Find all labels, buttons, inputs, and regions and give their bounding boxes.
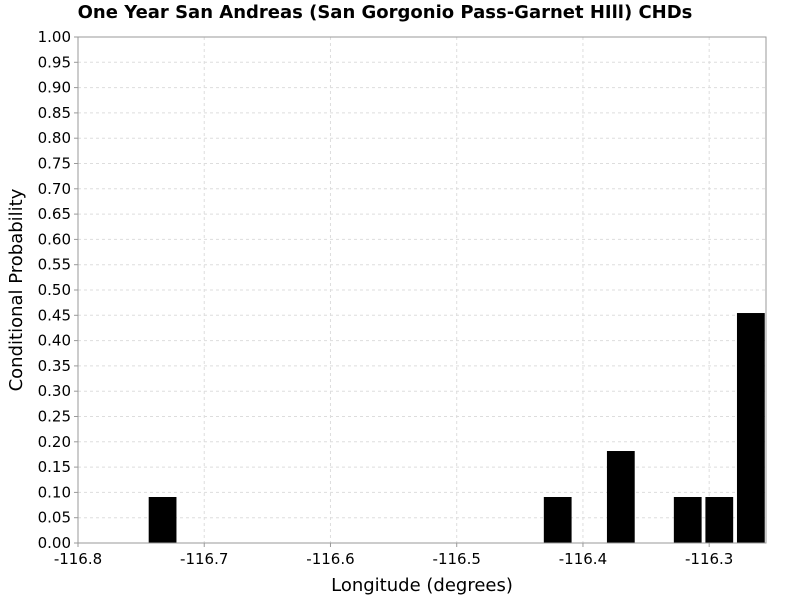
y-tick-label: 0.90 bbox=[38, 79, 71, 97]
y-tick-label: 1.00 bbox=[38, 28, 71, 46]
y-axis-label: Conditional Probability bbox=[6, 188, 27, 391]
bar bbox=[736, 313, 765, 543]
y-tick-label: 0.55 bbox=[38, 256, 71, 274]
x-tick-label: -116.6 bbox=[306, 550, 354, 568]
bar bbox=[673, 497, 702, 543]
y-tick-label: 0.30 bbox=[38, 382, 71, 400]
y-tick-label: 0.80 bbox=[38, 129, 71, 147]
x-tick-label: -116.4 bbox=[559, 550, 607, 568]
y-tick-label: 0.75 bbox=[38, 155, 71, 173]
bar bbox=[705, 497, 734, 543]
chart-title: One Year San Andreas (San Gorgonio Pass-… bbox=[77, 2, 693, 23]
y-tick-label: 0.70 bbox=[38, 180, 71, 198]
y-tick-label: 0.95 bbox=[38, 53, 71, 71]
x-axis-ticks: -116.8 -116.7 -116.6 -116.5 -116.4 -116.3 bbox=[54, 543, 733, 568]
y-tick-label: 0.85 bbox=[38, 104, 71, 122]
y-tick-label: 0.10 bbox=[38, 483, 71, 501]
y-tick-label: 0.15 bbox=[38, 458, 71, 476]
y-tick-label: 0.20 bbox=[38, 433, 71, 451]
y-tick-label: 0.45 bbox=[38, 306, 71, 324]
x-tick-label: -116.5 bbox=[433, 550, 481, 568]
y-tick-label: 0.05 bbox=[38, 509, 71, 527]
x-tick-label: -116.3 bbox=[685, 550, 733, 568]
x-tick-label: -116.8 bbox=[54, 550, 102, 568]
x-axis-label: Longitude (degrees) bbox=[331, 575, 513, 596]
y-tick-label: 0.40 bbox=[38, 332, 71, 350]
x-tick-label: -116.7 bbox=[180, 550, 228, 568]
bars bbox=[148, 313, 765, 543]
y-tick-label: 0.50 bbox=[38, 281, 71, 299]
y-tick-label: 0.60 bbox=[38, 230, 71, 248]
bar bbox=[606, 451, 635, 543]
grid bbox=[77, 36, 766, 544]
y-axis-ticks: 0.00 0.05 0.10 0.15 0.20 0.25 0.30 0.35 0.40 0.45… bbox=[38, 28, 78, 552]
bar bbox=[543, 497, 572, 543]
bar bbox=[148, 497, 177, 543]
y-tick-label: 0.00 bbox=[38, 534, 71, 552]
y-tick-label: 0.25 bbox=[38, 408, 71, 426]
y-tick-label: 0.65 bbox=[38, 205, 71, 223]
y-tick-label: 0.35 bbox=[38, 357, 71, 375]
